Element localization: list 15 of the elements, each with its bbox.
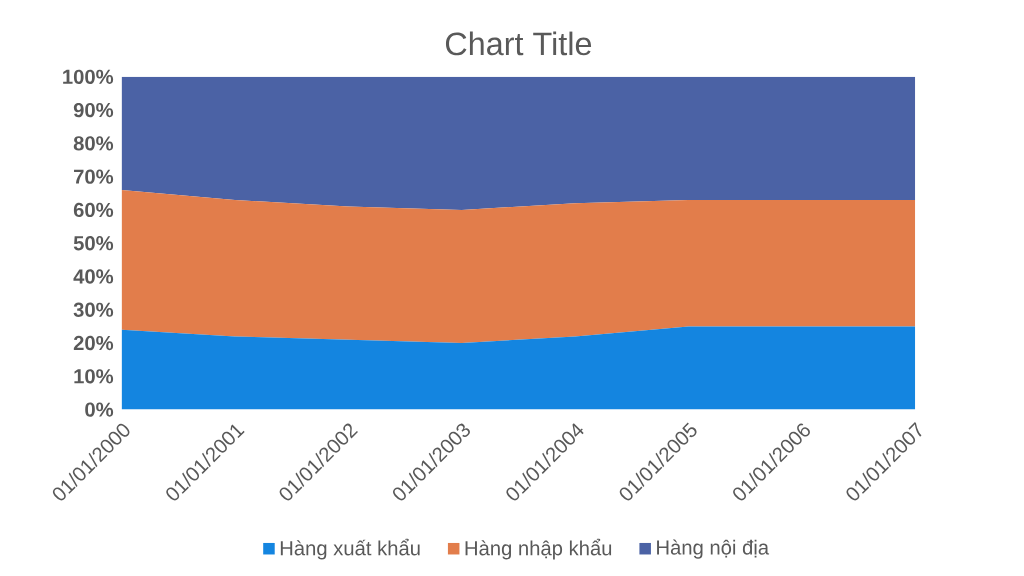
y-tick-label: 80% <box>73 136 114 151</box>
y-tick-label: 100% <box>63 69 114 84</box>
y-tick-label: 20% <box>73 335 114 351</box>
y-tick-label: 70% <box>74 169 114 184</box>
legend-label: Hàng xuất khẩu <box>280 538 420 560</box>
y-tick-label: 90% <box>73 102 114 118</box>
y-tick-label: 50% <box>73 236 114 251</box>
chart-title: Chart Title <box>445 31 592 56</box>
legend-label: Hàng nhập khẩu <box>465 538 612 560</box>
y-tick-label: 30% <box>73 302 114 317</box>
y-tick-label: 10% <box>74 369 114 384</box>
y-tick-label: 40% <box>73 269 114 284</box>
legend-label: Hàng nội địa <box>657 539 770 559</box>
y-tick-label: 0% <box>85 402 114 417</box>
y-tick-label: 60% <box>73 202 114 218</box>
